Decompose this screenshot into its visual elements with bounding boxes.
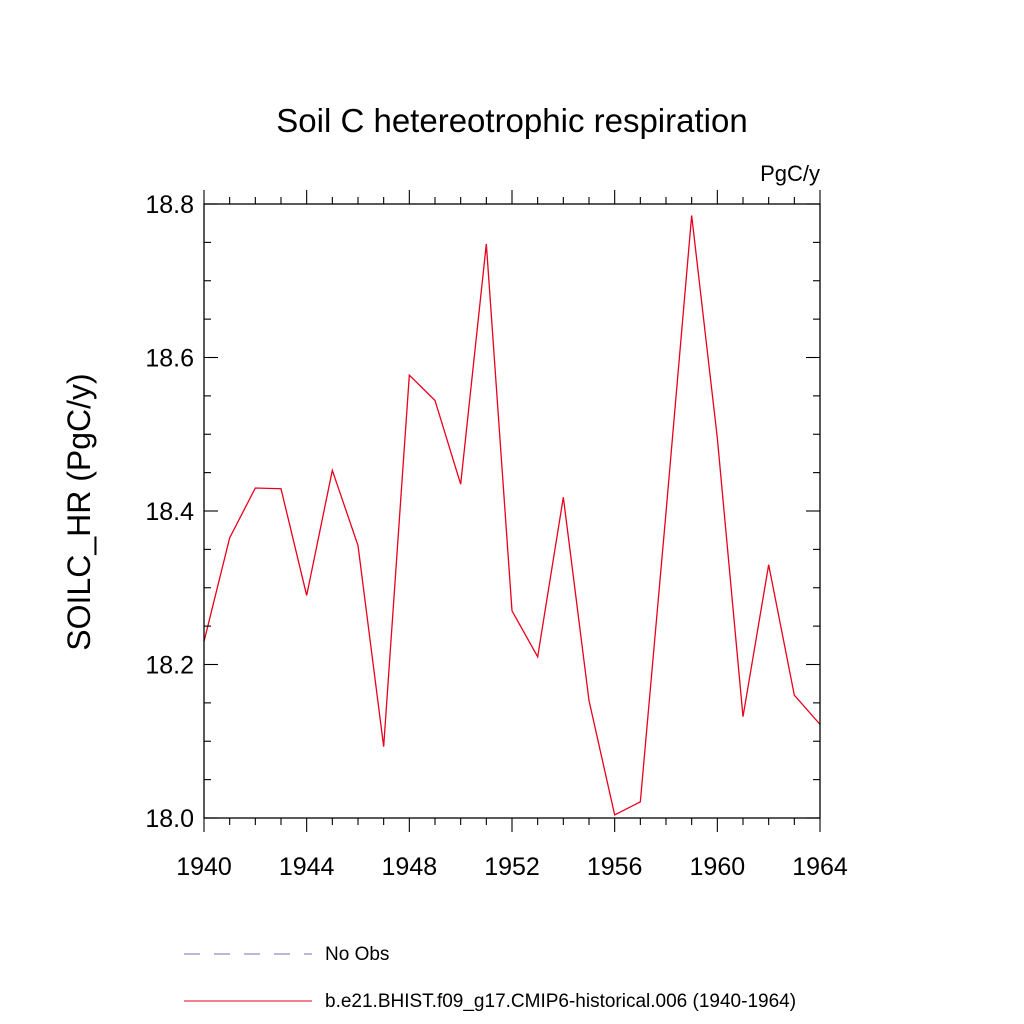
legend-label-1: No Obs: [325, 944, 389, 965]
units-label: PgC/y: [760, 161, 820, 186]
y-tick-label: 18.4: [145, 498, 194, 526]
tick-labels: 1940 1944 1948 1952 1956 1960 1964 18.0 18.2 18.4…: [145, 191, 848, 881]
series-line-1: [203, 215, 821, 816]
y-axis-label: SOILC_HR (PgC/y): [61, 373, 97, 650]
plot-background: [204, 204, 820, 818]
y-tick-label: 18.2: [145, 652, 194, 680]
x-tick-label: 1964: [792, 853, 848, 881]
x-tick-label: 1952: [484, 853, 540, 881]
x-tick-label: 1944: [279, 853, 335, 881]
y-tick-label: 18.6: [145, 345, 194, 373]
plot-area: [204, 204, 820, 818]
legend-label-2: b.e21.BHIST.f09_g17.CMIP6-historical.006…: [325, 991, 796, 1012]
x-tick-label: 1956: [587, 853, 643, 881]
y-tick-label: 18.8: [145, 191, 194, 219]
x-tick-label: 1948: [382, 853, 438, 881]
y-tick-label: 18.0: [145, 805, 194, 833]
chart-title: Soil C hetereotrophic respiration: [276, 102, 747, 139]
series-layer: [203, 215, 821, 816]
x-tick-label: 1940: [176, 853, 232, 881]
x-tick-label: 1960: [690, 853, 746, 881]
tick-marks: [203, 190, 821, 832]
legend: No Obs b.e21.BHIST.f09_g17.CMIP6-historic…: [184, 944, 796, 1012]
